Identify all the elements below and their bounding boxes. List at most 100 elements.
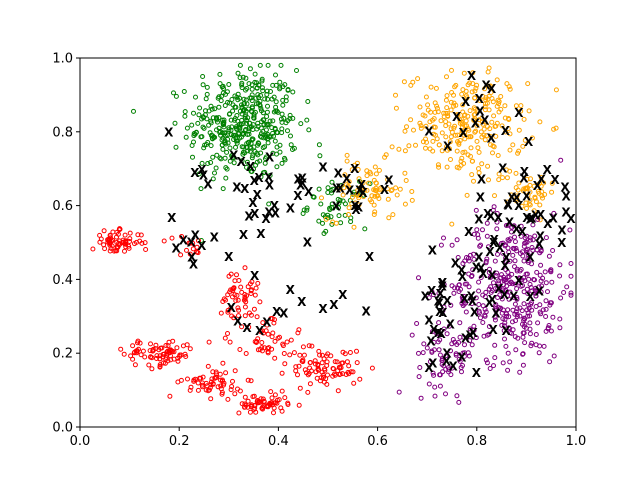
scatter-point-series-2: [441, 235, 446, 241]
scatter-point-series-3: [235, 386, 240, 392]
scatter-point-series-3: [206, 339, 212, 345]
x-marker-point: X: [543, 217, 553, 231]
scatter-point-series-0: [232, 117, 237, 123]
scatter-point-series-0: [196, 171, 202, 177]
scatter-point-series-0: [245, 140, 251, 146]
scatter-point-series-3: [297, 352, 303, 358]
scatter-point-series-0: [248, 168, 254, 174]
x-marker-point: X: [474, 213, 484, 227]
scatter-point-series-1: [519, 203, 525, 209]
scatter-point-series-0: [273, 99, 279, 105]
x-marker-point: X: [507, 191, 517, 205]
x-marker-point: X: [446, 318, 456, 332]
scatter-point-series-1: [518, 103, 524, 109]
scatter-point-series-3: [232, 368, 238, 374]
scatter-point-series-1: [521, 186, 527, 192]
scatter-point-series-3: [245, 377, 251, 383]
scatter-point-series-1: [443, 134, 449, 140]
x-marker-point: X: [303, 236, 313, 250]
scatter-point-series-3: [110, 229, 116, 235]
scatter-point-series-2: [459, 294, 465, 300]
scatter-point-series-1: [394, 192, 400, 198]
scatter-point-series-2: [505, 237, 511, 243]
scatter-point-series-0: [247, 66, 253, 72]
x-marker-point: X: [264, 206, 274, 220]
scatter-point-series-1: [455, 112, 461, 118]
scatter-point-series-3: [242, 313, 248, 319]
scatter-point-series-2: [561, 290, 567, 295]
x-marker-point: X: [549, 212, 559, 226]
scatter-point-series-3: [236, 313, 241, 319]
scatter-point-series-0: [247, 148, 253, 154]
scatter-point-series-0: [262, 160, 268, 166]
scatter-point-series-3: [160, 351, 166, 357]
scatter-point-series-0: [207, 130, 213, 136]
scatter-point-series-3: [346, 363, 352, 369]
scatter-point-series-3: [198, 375, 204, 381]
scatter-point-series-1: [540, 195, 545, 201]
scatter-point-series-2: [437, 383, 443, 389]
scatter-point-series-3: [307, 381, 313, 387]
scatter-point-series-1: [454, 148, 460, 154]
scatter-point-series-1: [472, 95, 478, 101]
scatter-point-series-2: [460, 295, 466, 301]
scatter-point-series-2: [537, 309, 543, 315]
scatter-point-series-3: [324, 381, 330, 387]
scatter-point-series-2: [525, 310, 531, 316]
scatter-point-series-0: [317, 153, 323, 159]
scatter-point-series-0: [250, 122, 256, 128]
scatter-point-series-2: [520, 253, 526, 259]
x-marker-point: X: [525, 251, 535, 265]
scatter-point-series-2: [523, 325, 529, 331]
scatter-point-series-0: [283, 120, 289, 126]
x-marker-point: X: [272, 305, 282, 319]
scatter-point-series-2: [473, 207, 479, 213]
scatter-point-series-3: [284, 339, 290, 345]
scatter-point-series-0: [279, 111, 285, 117]
scatter-point-series-1: [516, 180, 522, 186]
scatter-point-series-1: [502, 115, 508, 121]
scatter-point-series-2: [537, 272, 543, 278]
scatter-point-series-3: [293, 364, 299, 370]
scatter-point-series-3: [324, 353, 330, 359]
scatter-point-series-1: [444, 93, 450, 99]
scatter-point-series-2: [529, 245, 535, 250]
scatter-point-series-2: [548, 267, 554, 273]
scatter-point-series-2: [543, 298, 549, 304]
scatter-point-series-0: [200, 82, 206, 88]
x-marker-point: X: [557, 224, 567, 238]
x-marker-point: X: [495, 241, 505, 255]
scatter-point-series-2: [505, 307, 511, 313]
scatter-point-series-1: [417, 104, 423, 110]
scatter-point-series-3: [242, 401, 248, 407]
scatter-point-series-3: [222, 335, 228, 341]
scatter-point-series-2: [524, 233, 530, 239]
scatter-point-series-0: [246, 128, 252, 134]
scatter-point-series-1: [434, 136, 440, 142]
scatter-point-series-3: [138, 232, 144, 238]
scatter-point-series-1: [378, 187, 383, 193]
scatter-point-series-0: [362, 226, 368, 232]
scatter-point-series-2: [437, 372, 443, 378]
scatter-point-series-0: [258, 174, 264, 180]
scatter-point-series-2: [521, 301, 527, 307]
scatter-point-series-1: [455, 132, 461, 138]
scatter-point-series-3: [154, 353, 160, 359]
scatter-point-series-2: [517, 313, 523, 319]
scatter-point-series-2: [519, 308, 525, 314]
scatter-point-series-1: [376, 196, 382, 201]
scatter-point-series-3: [175, 358, 181, 364]
scatter-point-series-2: [409, 332, 415, 338]
scatter-point-series-1: [418, 123, 424, 129]
scatter-point-series-0: [228, 131, 234, 137]
scatter-point-series-1: [415, 76, 421, 82]
scatter-point-series-1: [532, 194, 538, 200]
scatter-point-series-0: [253, 162, 259, 168]
scatter-point-series-3: [324, 359, 330, 365]
scatter-point-series-1: [539, 193, 545, 199]
scatter-point-series-2: [493, 304, 498, 310]
scatter-point-series-3: [308, 360, 313, 365]
scatter-point-series-0: [260, 88, 266, 94]
scatter-point-series-0: [238, 122, 244, 128]
scatter-point-series-3: [161, 238, 167, 244]
